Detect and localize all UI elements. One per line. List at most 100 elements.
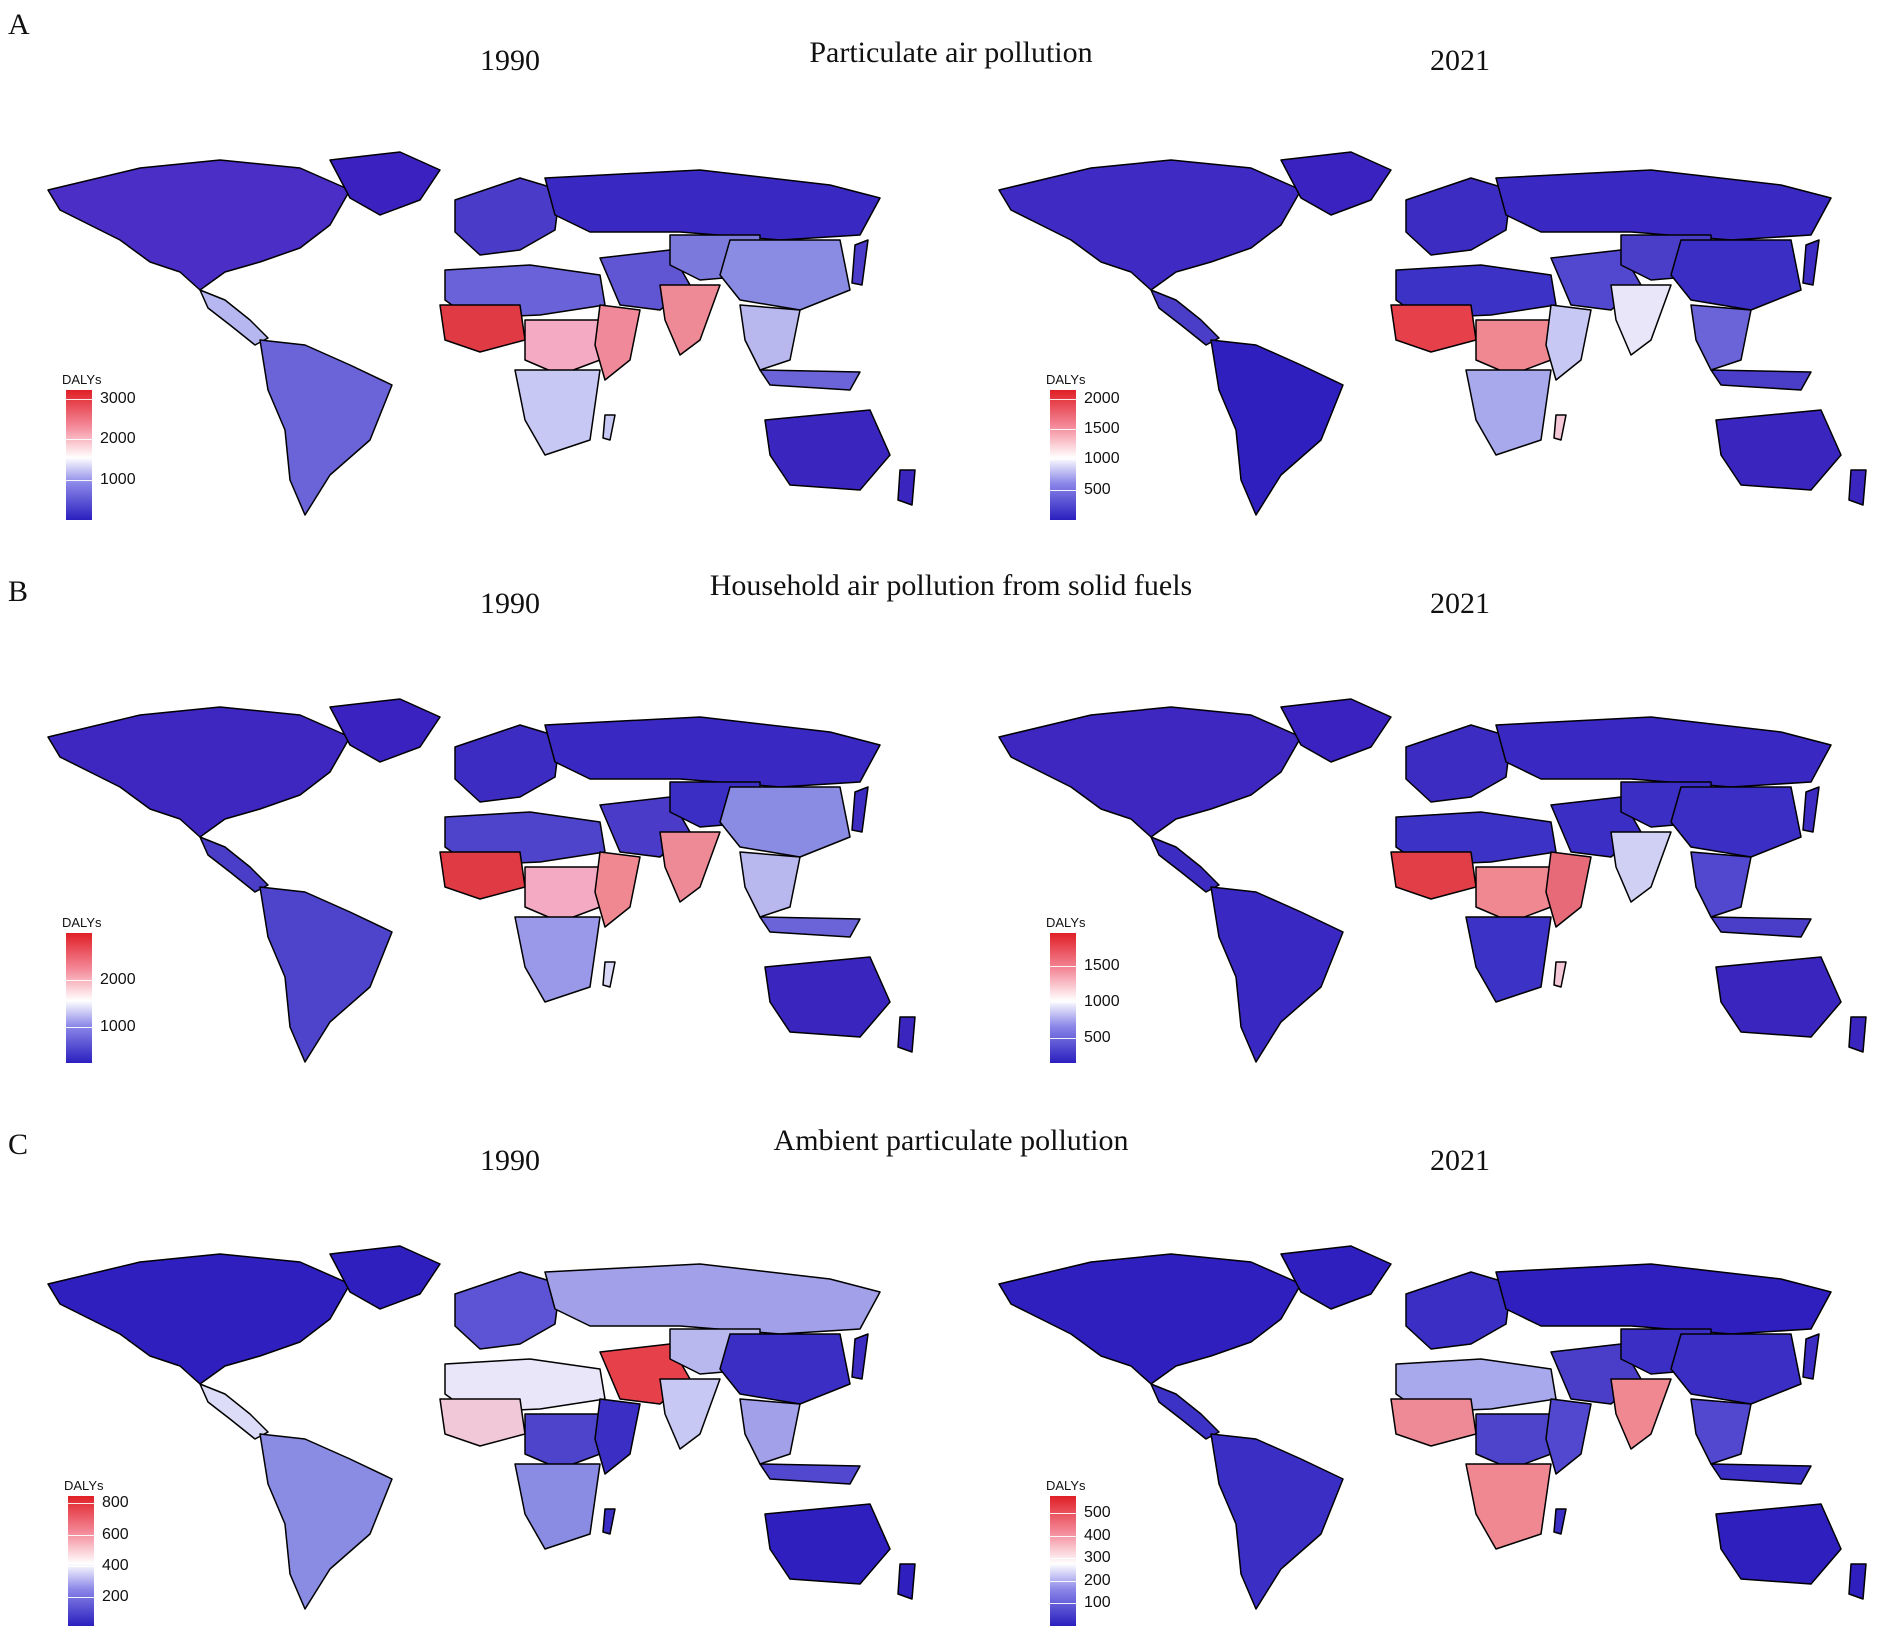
legend-tick-label: 300 (1084, 1549, 1111, 1567)
region-new-zealand (1848, 1016, 1867, 1053)
legend-tick-label: 800 (102, 1493, 129, 1511)
region-greenland (329, 698, 441, 763)
region-east-asia (719, 239, 851, 311)
region-north-america (998, 706, 1302, 838)
region-east-africa (1545, 851, 1592, 928)
legend-tick-mark (1050, 1512, 1076, 1514)
region-indonesia (759, 369, 861, 391)
region-west-africa (1390, 304, 1477, 353)
legend-tick-label: 400 (1084, 1527, 1111, 1545)
region-east-africa (1545, 304, 1592, 381)
region-central-america (199, 836, 269, 893)
panel-a: A Particulate air pollution 1990 2021 DA… (0, 0, 1902, 547)
region-central-africa (524, 319, 601, 376)
region-japan (851, 786, 869, 833)
region-indonesia (1710, 1463, 1812, 1485)
color-legend-left: DALYs 800 600 400 200 (64, 1478, 204, 1638)
region-south-asia (659, 1378, 721, 1450)
world-map-right (998, 1245, 1867, 1610)
color-legend-right: DALYs 1500 1000 500 (1046, 915, 1186, 1075)
world-map-right (998, 151, 1867, 516)
map-year-left: 1990 (480, 44, 540, 77)
region-central-africa (1475, 1413, 1552, 1470)
region-europe (454, 1271, 561, 1350)
region-australia (1715, 409, 1842, 491)
legend-title: DALYs (1046, 372, 1086, 387)
legend-color-bar (1050, 933, 1076, 1063)
world-map-left (47, 151, 916, 516)
legend-tick-mark (1050, 490, 1076, 492)
region-north-america (47, 706, 351, 838)
region-madagascar (1553, 1508, 1567, 1535)
legend-tick-label: 600 (102, 1526, 129, 1543)
world-map-right (998, 698, 1867, 1063)
legend-title: DALYs (1046, 915, 1086, 930)
region-southeast-asia (739, 304, 801, 371)
region-east-africa (594, 1398, 641, 1475)
region-east-asia (1670, 786, 1802, 858)
legend-tick-mark (68, 1502, 94, 1504)
map-year-left: 1990 (480, 587, 540, 620)
region-west-africa (1390, 1398, 1477, 1447)
country-shapes (47, 1245, 916, 1610)
region-new-zealand (897, 1563, 916, 1600)
legend-tick-label: 1500 (1084, 956, 1120, 974)
legend-color-bar (1050, 1496, 1076, 1626)
region-south-america (1210, 1433, 1344, 1610)
legend-tick-label: 3000 (100, 390, 136, 408)
region-southern-africa (514, 916, 601, 1003)
legend-tick-label: 1000 (100, 470, 136, 488)
region-greenland (329, 1245, 441, 1310)
region-central-america (1150, 836, 1220, 893)
region-greenland (329, 151, 441, 216)
region-south-america (1210, 339, 1344, 516)
region-new-zealand (897, 469, 916, 506)
legend-tick-mark (68, 1597, 94, 1599)
legend-tick-mark (66, 979, 92, 981)
map-year-right: 2021 (1430, 587, 1490, 620)
region-madagascar (602, 1508, 616, 1535)
panel-b: B Household air pollution from solid fue… (0, 547, 1902, 1094)
region-east-asia (719, 1333, 851, 1405)
region-south-asia (659, 284, 721, 356)
world-map-left (47, 1245, 916, 1610)
legend-color-bar (66, 390, 92, 520)
legend-tick-mark (1050, 1558, 1076, 1560)
panel-letter: C (8, 1128, 29, 1161)
legend-tick-label: 500 (1084, 1029, 1111, 1047)
legend-color-bar (68, 1496, 94, 1626)
region-west-africa (1390, 851, 1477, 900)
region-australia (1715, 1503, 1842, 1585)
region-madagascar (1553, 414, 1567, 441)
region-russia (1495, 1263, 1832, 1335)
legend-tick-mark (1050, 1038, 1076, 1040)
legend-tick-label: 200 (1084, 1571, 1111, 1589)
region-central-africa (524, 866, 601, 923)
legend-tick-label: 2000 (100, 430, 136, 448)
region-east-asia (1670, 239, 1802, 311)
legend-color-bar (66, 933, 92, 1063)
region-japan (1802, 239, 1820, 286)
region-east-asia (1670, 1333, 1802, 1405)
region-russia (544, 169, 881, 241)
region-east-africa (594, 851, 641, 928)
panel-title: Particulate air pollution (809, 36, 1093, 69)
panel-letter: B (8, 575, 29, 608)
region-southern-africa (1465, 369, 1552, 456)
region-central-america (199, 289, 269, 346)
region-southeast-asia (1690, 1398, 1752, 1465)
region-russia (1495, 169, 1832, 241)
legend-tick-label: 2000 (100, 970, 136, 988)
region-europe (1405, 177, 1512, 256)
legend-title: DALYs (62, 915, 102, 930)
region-japan (1802, 786, 1820, 833)
region-southeast-asia (739, 1398, 801, 1465)
region-southern-africa (1465, 1463, 1552, 1550)
region-australia (764, 1503, 891, 1585)
region-central-africa (1475, 866, 1552, 923)
region-south-asia (1610, 284, 1672, 356)
region-central-america (1150, 289, 1220, 346)
region-south-asia (659, 831, 721, 903)
country-shapes (47, 698, 916, 1063)
legend-tick-mark (66, 399, 92, 401)
